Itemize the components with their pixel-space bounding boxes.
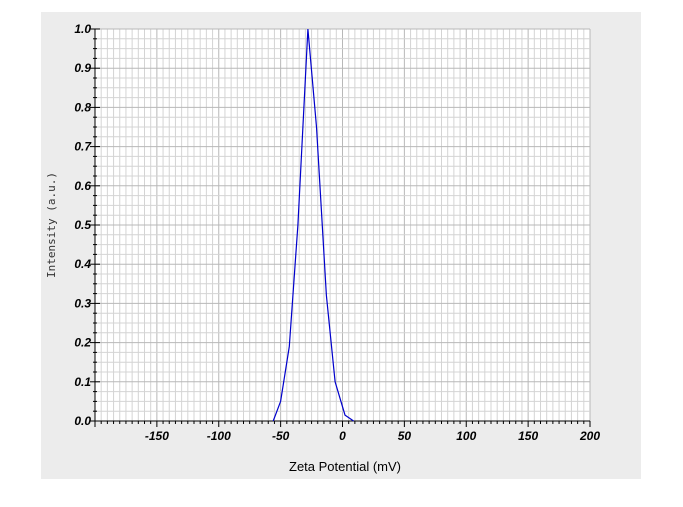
x-tick-label: 100 [456, 429, 476, 443]
y-tick-label: 0.1 [74, 375, 91, 389]
label-layer: -150 -100 -50 0 50 100 150 200 0.0 0.1 0.2 0.3 0.4 0.… [74, 22, 600, 443]
y-tick-label: 0.6 [74, 179, 91, 193]
series-line [272, 28, 354, 422]
x-tick-label: -50 [272, 429, 290, 443]
y-tick-label: 0.9 [74, 61, 91, 75]
y-tick-label: 0.8 [74, 100, 91, 114]
y-tick-label: 0.7 [74, 140, 92, 154]
y-tick-label: 0.2 [74, 336, 91, 350]
y-tick-label: 0.3 [74, 296, 91, 310]
y-tick-label: 1.0 [74, 22, 91, 36]
x-tick-label: 200 [579, 429, 600, 443]
x-tick-label: -100 [207, 429, 231, 443]
series-layer [272, 28, 354, 422]
axis-layer [90, 28, 591, 427]
y-axis-title: Intensity (a.u.) [45, 172, 58, 278]
zeta-potential-chart: -150 -100 -50 0 50 100 150 200 0.0 0.1 0.2 0.3 0.4 0.… [45, 22, 600, 474]
x-tick-label: 0 [339, 429, 346, 443]
grid-layer [94, 28, 591, 422]
y-tick-label: 0.4 [74, 257, 91, 271]
x-tick-label: 50 [398, 429, 412, 443]
x-axis-title: Zeta Potential (mV) [289, 459, 401, 474]
x-tick-label: -150 [145, 429, 169, 443]
chart-panel: -150 -100 -50 0 50 100 150 200 0.0 0.1 0.2 0.3 0.4 0.… [41, 12, 641, 479]
x-tick-label: 150 [518, 429, 538, 443]
y-tick-label: 0.5 [74, 218, 91, 232]
y-tick-label: 0.0 [74, 414, 91, 428]
